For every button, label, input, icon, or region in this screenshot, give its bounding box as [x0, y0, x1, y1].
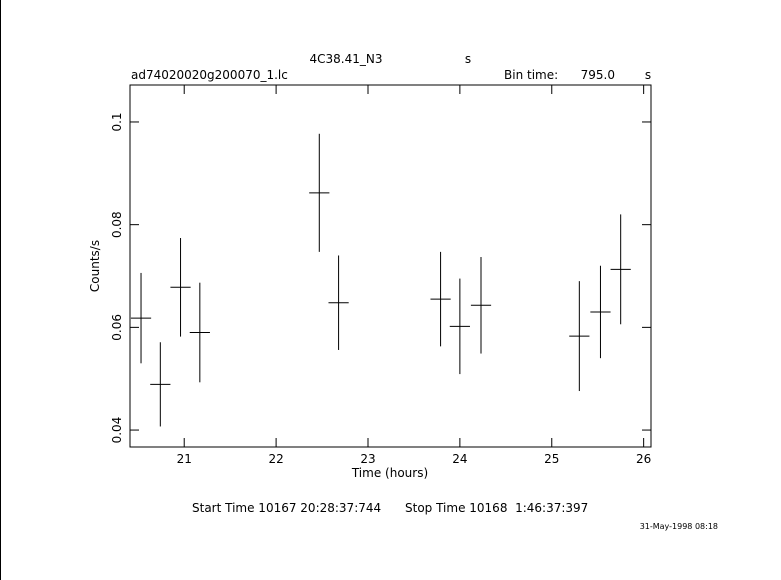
y-tick-label: 0.06 [110, 314, 124, 341]
y-tick-label: 0.08 [110, 211, 124, 238]
stop-time: Stop Time 10168 1:46:37:397 [405, 501, 588, 515]
subtitle: ad74020020g200070_1.lc [131, 68, 288, 82]
y-tick-label: 0.04 [110, 417, 124, 444]
x-tick-label: 22 [268, 452, 283, 466]
y-tick-label: 0.1 [110, 112, 124, 131]
plot-frame [129, 84, 652, 448]
x-tick-label: 23 [360, 452, 375, 466]
x-tick-label: 25 [544, 452, 559, 466]
x-tick-label: 24 [452, 452, 467, 466]
chart-title: 4C38.41_N3 [310, 52, 383, 66]
bin-time-unit: s [645, 68, 651, 82]
bin-time: 795.0 [581, 68, 615, 82]
date-stamp: 31-May-1998 08:18 [640, 522, 718, 531]
start-time: Start Time 10167 20:28:37:744 [192, 501, 381, 515]
x-tick-label: 26 [636, 452, 651, 466]
bin-time-label: Bin time: [504, 68, 558, 82]
title-unit: s [465, 52, 471, 66]
x-tick-label: 21 [177, 452, 192, 466]
y-axis-label: Counts/s [88, 240, 102, 292]
x-axis-label: Time (hours) [351, 466, 428, 480]
